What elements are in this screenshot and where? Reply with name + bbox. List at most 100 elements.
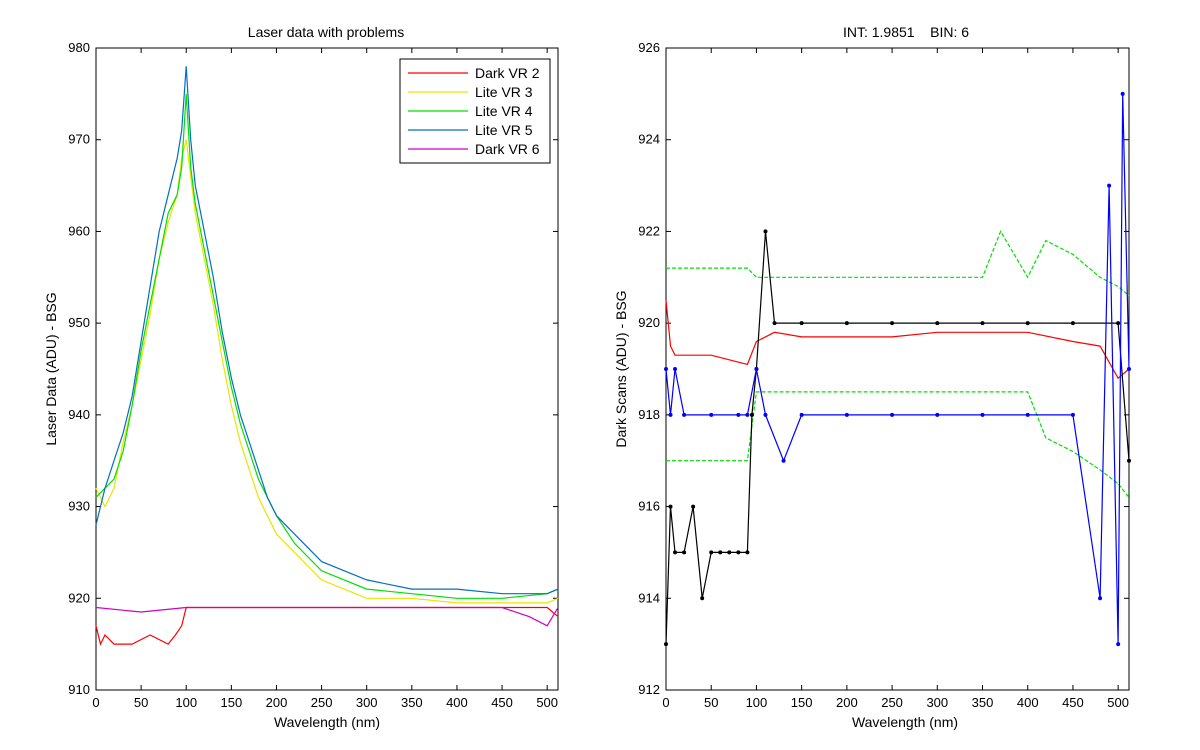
y-tick-label: 930: [68, 499, 90, 514]
laser-data-panel: Laser data with problems 0 50 100 150 200 250…: [43, 24, 559, 730]
x-tick-label: 100: [175, 695, 197, 710]
y-tick-label: 950: [68, 315, 90, 330]
y-ticks: 912 914 916 918 920 922 924 926: [638, 40, 1129, 697]
y-tick-label: 912: [638, 682, 660, 697]
series-line-0: [666, 230, 1130, 297]
y-tick-label: 910: [68, 682, 90, 697]
series-point: [1025, 412, 1030, 417]
series-point: [1116, 321, 1121, 326]
series-point: [700, 596, 705, 601]
y-tick-label: 940: [68, 407, 90, 422]
x-tick-label: 400: [446, 695, 468, 710]
series-point: [1120, 91, 1125, 96]
x-axis-label: Wavelength (nm): [852, 714, 958, 730]
series-point: [1025, 321, 1030, 326]
legend-label: Dark VR 6: [475, 141, 540, 157]
x-tick-label: 500: [536, 695, 558, 710]
x-ticks: 0 50 100 150 200 250 300 350 400 450 500: [92, 48, 558, 710]
series-line-3: [665, 231, 1130, 645]
series-point: [727, 550, 732, 555]
x-tick-label: 50: [704, 695, 718, 710]
series-point: [709, 550, 714, 555]
dark-scans-panel: INT: 1.9851 BIN: 6 0 50 100 150 200 250 300 350…: [613, 24, 1131, 730]
y-axis-label: Dark Scans (ADU) - BSG: [613, 290, 629, 447]
series-point: [664, 367, 668, 371]
series-point: [890, 321, 895, 326]
legend-label: Dark VR 2: [475, 65, 540, 81]
x-tick-label: 50: [134, 695, 148, 710]
legend-label: Lite VR 5: [475, 122, 533, 138]
y-axis-label: Laser Data (ADU) - BSG: [43, 292, 59, 445]
y-tick-label: 924: [638, 132, 660, 147]
x-tick-label: 300: [356, 695, 378, 710]
series-point: [781, 458, 786, 463]
series-point: [935, 321, 940, 326]
chart-title: INT: 1.9851 BIN: 6: [843, 24, 969, 40]
series-line-4: [95, 606, 559, 627]
x-tick-label: 300: [926, 695, 948, 710]
series-point: [745, 412, 750, 417]
series-point: [736, 550, 741, 555]
x-tick-label: 450: [1062, 695, 1084, 710]
y-tick-label: 970: [68, 132, 90, 147]
series-line-4: [665, 93, 1130, 645]
series-layer: [95, 66, 559, 646]
series-point: [1107, 183, 1112, 188]
x-tick-label: 500: [1107, 695, 1129, 710]
series-point: [1127, 367, 1131, 371]
series-line-2: [665, 300, 1130, 380]
x-tick-label: 250: [311, 695, 333, 710]
x-tick-label: 250: [881, 695, 903, 710]
x-tick-label: 150: [791, 695, 813, 710]
series-point: [1116, 642, 1121, 647]
series-point: [664, 642, 668, 647]
y-tick-label: 918: [638, 407, 660, 422]
x-tick-label: 0: [92, 695, 99, 710]
plot-area: [665, 47, 1130, 691]
x-tick-label: 350: [401, 695, 423, 710]
x-tick-label: 200: [836, 695, 858, 710]
legend-label: Lite VR 3: [475, 84, 533, 100]
y-tick-label: 926: [638, 40, 660, 55]
x-tick-label: 200: [266, 695, 288, 710]
y-tick-label: 980: [68, 40, 90, 55]
series-point: [682, 550, 687, 555]
series-point: [980, 412, 985, 417]
series-point: [799, 321, 804, 326]
y-ticks: 910 920 930 940 950 960 970 980: [68, 40, 558, 697]
series-point: [754, 367, 759, 371]
legend-entries: Dark VR 2 Lite VR 3 Lite VR 4 Lite VR 5 Dark…: [408, 65, 540, 157]
series-point: [799, 412, 804, 417]
series-point: [980, 321, 985, 326]
x-axis-label: Wavelength (nm): [274, 714, 380, 730]
series-point: [682, 412, 687, 417]
series-point: [709, 412, 714, 417]
series-point: [745, 550, 750, 555]
series-point: [749, 412, 754, 417]
series-point: [668, 504, 673, 509]
series-point: [673, 550, 678, 555]
series-point: [935, 412, 940, 417]
series-point: [844, 412, 849, 417]
series-point: [1098, 596, 1103, 601]
x-tick-label: 350: [972, 695, 994, 710]
series-point: [718, 550, 723, 555]
legend-label: Lite VR 4: [475, 103, 533, 119]
series-point: [763, 412, 768, 417]
series-line-1: [666, 391, 1130, 498]
x-tick-label: 450: [491, 695, 513, 710]
x-ticks: 0 50 100 150 200 250 300 350 400 450 500: [662, 48, 1129, 710]
series-line-1: [95, 139, 559, 604]
y-tick-label: 916: [638, 499, 660, 514]
series-point: [736, 412, 741, 417]
x-tick-label: 0: [662, 695, 669, 710]
chart-title: Laser data with problems: [248, 24, 404, 40]
y-tick-label: 920: [68, 590, 90, 605]
x-tick-label: 150: [221, 695, 243, 710]
series-point: [763, 229, 768, 234]
series-point: [668, 412, 673, 417]
x-tick-label: 100: [746, 695, 768, 710]
series-point: [673, 367, 678, 371]
legend: Dark VR 2 Lite VR 3 Lite VR 4 Lite VR 5 Dark…: [399, 58, 551, 164]
